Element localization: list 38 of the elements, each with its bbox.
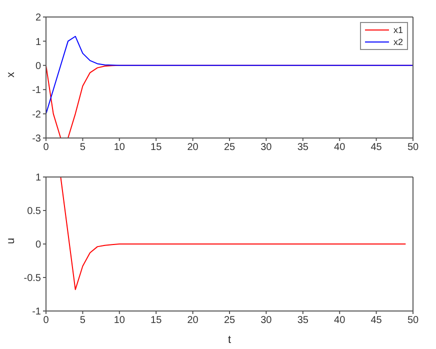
x-tick-label: 15 xyxy=(150,315,162,326)
x-tick-label: 45 xyxy=(370,315,382,326)
x-tick-label: 25 xyxy=(224,315,236,326)
x-tick-label: 20 xyxy=(187,315,199,326)
x-tick-label: 40 xyxy=(334,315,346,326)
x-tick-label: 35 xyxy=(297,142,309,154)
y-axis-title: u xyxy=(4,238,17,244)
x-tick-label: 10 xyxy=(114,315,126,326)
y-tick-label: 2 xyxy=(35,12,42,24)
x-tick-label: 50 xyxy=(407,315,419,326)
y-tick-label: 0 xyxy=(35,60,42,72)
y-tick-label: 1 xyxy=(35,36,42,48)
legend-label: x1 xyxy=(393,24,403,36)
x-tick-label: 50 xyxy=(407,142,419,154)
x-tick-label: 5 xyxy=(80,315,86,326)
x-tick-label: 15 xyxy=(150,142,162,154)
y-tick-label: -0.5 xyxy=(24,273,42,284)
x-tick-label: 30 xyxy=(260,142,272,154)
x-tick-label: 10 xyxy=(114,142,126,154)
x-tick-label: 35 xyxy=(297,315,309,326)
x-tick-label: 45 xyxy=(370,142,382,154)
x-tick-label: 0 xyxy=(43,315,50,326)
y-axis-title: x xyxy=(4,72,17,78)
x-tick-label: 25 xyxy=(224,142,236,154)
x-tick-label: 40 xyxy=(334,142,346,154)
x-tick-label: 20 xyxy=(187,142,199,154)
y-tick-label: -3 xyxy=(32,134,42,145)
y-tick-label: -2 xyxy=(32,109,42,120)
legend-label: x2 xyxy=(393,36,403,48)
y-tick-label: -1 xyxy=(32,306,42,318)
y-tick-label: 1 xyxy=(35,172,42,184)
y-tick-label: -1 xyxy=(32,85,42,96)
y-tick-label: 0.5 xyxy=(27,206,42,218)
x-axis-title: t xyxy=(228,334,232,346)
x-tick-label: 0 xyxy=(43,142,50,154)
x-tick-label: 5 xyxy=(80,142,86,154)
y-tick-label: 0 xyxy=(35,240,42,251)
x-tick-label: 30 xyxy=(260,315,272,326)
